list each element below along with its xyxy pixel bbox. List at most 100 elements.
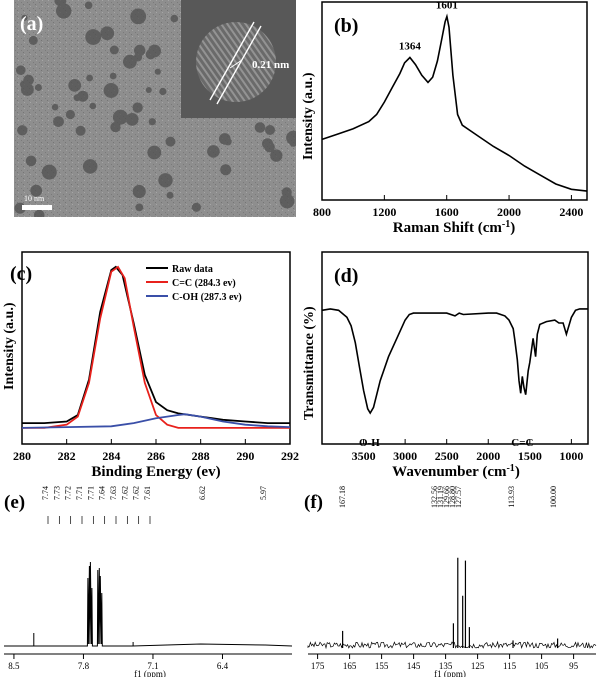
- nanoparticle: [145, 87, 152, 93]
- panel-d: (d) Transmittance (%) Wavenumber (cm-1) …: [300, 250, 600, 480]
- nanoparticle: [219, 133, 231, 145]
- x-tick-label: 2000: [497, 205, 521, 219]
- scale-bar-label: 10 nm: [24, 194, 45, 203]
- y-axis-label: Transmittance (%): [302, 306, 317, 420]
- nanoparticle: [207, 145, 220, 158]
- lattice-line-2: [216, 25, 262, 105]
- peak-label: 1601: [436, 0, 458, 11]
- legend-label: C=C (284.3 ev): [172, 278, 236, 289]
- nanoparticle: [103, 83, 119, 98]
- panel-c: (c) Intensity (a.u.) Binding Energy (ev)…: [0, 250, 300, 480]
- nanoparticle: [65, 109, 75, 120]
- series-lines: [21, 265, 291, 429]
- x-tick-label: 286: [147, 449, 165, 463]
- nanoparticle: [51, 103, 59, 111]
- panel-letter-e: (e): [4, 492, 25, 513]
- peak-shift-label: 5.97: [259, 486, 268, 500]
- band-label: C=C: [511, 437, 533, 449]
- nanoparticle: [34, 84, 42, 91]
- panel-a: 0.21 nm (a) 10 nm: [14, 0, 301, 221]
- x-axis-label: f1 (ppm): [434, 669, 466, 677]
- panel-f: (f) 167.18 132.56 131.19 129.66 128.80 127.57…: [300, 478, 600, 679]
- peak-shift-label: 6.62: [198, 486, 207, 500]
- peak-shift-label: 7.73: [52, 486, 61, 500]
- x-axis-label: Binding Energy (ev): [91, 464, 220, 480]
- x-tick-label: 1500: [518, 449, 542, 463]
- plot-frame: [321, 1, 588, 201]
- x-tick-label: 3000: [393, 449, 417, 463]
- series-line-cc: [22, 265, 290, 429]
- panel-e: (e) 7.74 7.73 7.72 7.71 7.71 7.64 7.63 7.62 7.62…: [0, 478, 300, 679]
- lattice-line-1: [209, 21, 255, 101]
- x-tick-label: 155: [375, 661, 389, 671]
- nanoparticle: [109, 72, 117, 80]
- nanoparticle-dots: [14, 0, 301, 221]
- band-label: O-H: [359, 437, 380, 449]
- raman-series-line: [321, 13, 588, 192]
- xps-chart: (c) Intensity (a.u.) Binding Energy (ev)…: [2, 251, 299, 480]
- panel-letter-b: (b): [334, 15, 358, 37]
- x-tick-label: 145: [407, 661, 421, 671]
- tem-image: 0.21 nm (a) 10 nm: [14, 0, 301, 221]
- legend-label: C-OH (287.3 ev): [172, 292, 242, 303]
- nanoparticle: [279, 193, 295, 209]
- nanoparticle: [16, 65, 26, 75]
- x-tick-label: 135: [439, 661, 453, 671]
- peak-shift-label: 131.19: [436, 486, 445, 508]
- raman-chart: (b) Intensity (a.u.) Raman Shift (cm-1) …: [301, 0, 588, 236]
- x-tick-label: 282: [58, 449, 76, 463]
- panel-letter-c: (c): [10, 263, 32, 285]
- x-axis-label: Wavenumber (cm-1): [392, 463, 520, 481]
- legend: Raw data C=C (284.3 ev) C-OH (287.3 ev): [146, 264, 242, 303]
- peak-shift-label: 7.61: [143, 486, 152, 500]
- x-tick-label: 2000: [476, 449, 500, 463]
- y-axis-label: Intensity (a.u.): [301, 72, 316, 160]
- nanoparticle: [254, 122, 266, 133]
- nanoparticle: [110, 121, 121, 133]
- nanoparticle: [133, 53, 143, 62]
- x-tick-label: 1000: [559, 449, 583, 463]
- peak-label: 1364: [399, 40, 422, 52]
- x-tick-label: 800: [313, 205, 331, 219]
- peak-shift-label: 128.80: [448, 486, 457, 508]
- nanoparticle: [28, 35, 38, 45]
- nanoparticle: [123, 54, 137, 69]
- nanoparticle: [86, 74, 93, 82]
- x-ticks: 280 282 284 286 288 290 292: [13, 439, 299, 463]
- nanoparticle: [147, 145, 162, 160]
- nanoparticle: [135, 203, 144, 212]
- x-tick-label: 3500: [352, 449, 376, 463]
- panel-letter-d: (d): [334, 265, 358, 287]
- nanoparticle: [148, 118, 156, 126]
- x-ticks: 175 165 155 145 135 125 115 105 95: [311, 654, 579, 671]
- nmr-13c-peaks: [342, 557, 559, 648]
- nanoparticle: [85, 29, 102, 45]
- nanoparticle: [154, 68, 161, 75]
- nanoparticle: [53, 116, 64, 127]
- nanoparticle: [89, 102, 97, 110]
- nanoparticle: [132, 184, 146, 199]
- nanoparticle: [289, 139, 298, 147]
- nanoparticle: [30, 184, 43, 197]
- lattice-arrow: [229, 59, 243, 69]
- nanoparticle: [165, 136, 176, 147]
- x-axis-label: Raman Shift (cm-1): [393, 219, 516, 236]
- nanoparticle: [68, 79, 82, 92]
- x-tick-label: 7.8: [78, 661, 90, 671]
- nmr-13c-chart: (f) 167.18 132.56131.19129.66128.80127.57…: [304, 486, 597, 679]
- nanoparticle: [21, 14, 28, 21]
- nanoparticle: [100, 26, 115, 41]
- series-line-raw: [22, 265, 290, 424]
- ftir-chart: (d) Transmittance (%) Wavenumber (cm-1) …: [302, 251, 589, 481]
- nanoparticle: [17, 125, 28, 136]
- x-tick-label: 175: [311, 661, 325, 671]
- peak-shift-label: 7.64: [98, 486, 107, 500]
- nanoparticle: [82, 159, 98, 174]
- nanoparticle: [54, 0, 67, 7]
- peak-shift-label: 127.57: [454, 486, 463, 508]
- peak-shift-label: 167.18: [338, 486, 347, 508]
- nanoparticle: [75, 125, 86, 136]
- peak-annotations: 1364 1601: [399, 0, 458, 52]
- peak-labels: 7.74 7.73 7.72 7.71 7.71 7.64 7.63 7.62 7.62 7.61…: [41, 486, 268, 524]
